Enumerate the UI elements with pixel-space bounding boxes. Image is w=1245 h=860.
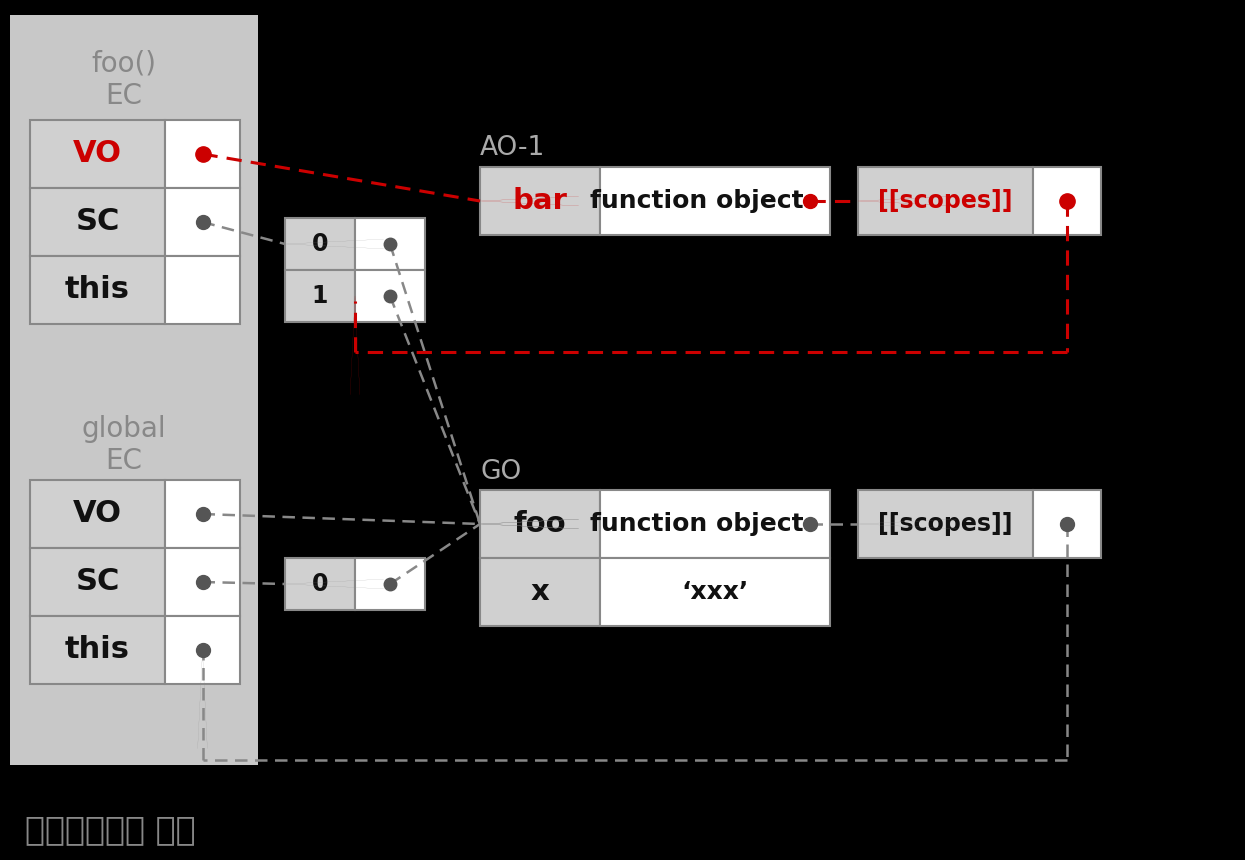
FancyBboxPatch shape — [1033, 167, 1101, 235]
FancyBboxPatch shape — [166, 256, 240, 324]
Text: 1: 1 — [311, 284, 329, 308]
Text: AO-1: AO-1 — [481, 135, 545, 161]
Text: [[scopes]]: [[scopes]] — [878, 189, 1012, 213]
Text: ‘xxx’: ‘xxx’ — [681, 580, 748, 604]
FancyBboxPatch shape — [600, 558, 830, 626]
FancyBboxPatch shape — [858, 167, 1033, 235]
Text: VO: VO — [73, 500, 122, 529]
Text: 0: 0 — [311, 572, 329, 596]
Text: this: this — [65, 275, 129, 304]
FancyBboxPatch shape — [166, 188, 240, 256]
FancyBboxPatch shape — [30, 120, 166, 188]
FancyBboxPatch shape — [166, 616, 240, 684]
FancyBboxPatch shape — [166, 548, 240, 616]
FancyBboxPatch shape — [166, 120, 240, 188]
Text: 0: 0 — [311, 232, 329, 256]
Text: bar: bar — [513, 187, 568, 215]
Text: SC: SC — [75, 207, 120, 237]
FancyBboxPatch shape — [600, 167, 830, 235]
FancyBboxPatch shape — [355, 218, 425, 270]
Text: function object: function object — [590, 512, 804, 536]
FancyBboxPatch shape — [600, 490, 830, 558]
Text: GO: GO — [481, 459, 522, 485]
Text: global
EC: global EC — [82, 415, 167, 476]
FancyBboxPatch shape — [355, 270, 425, 322]
FancyBboxPatch shape — [30, 188, 166, 256]
FancyBboxPatch shape — [1033, 490, 1101, 558]
FancyBboxPatch shape — [166, 480, 240, 548]
Text: foo()
EC: foo() EC — [91, 50, 157, 110]
FancyBboxPatch shape — [481, 558, 600, 626]
FancyBboxPatch shape — [481, 167, 600, 235]
Text: SC: SC — [75, 568, 120, 597]
Text: foo: foo — [514, 510, 566, 538]
FancyBboxPatch shape — [30, 616, 166, 684]
FancyBboxPatch shape — [30, 256, 166, 324]
Text: 실행콘텍스트 스택: 실행콘텍스트 스택 — [25, 814, 195, 846]
FancyBboxPatch shape — [30, 480, 166, 548]
FancyBboxPatch shape — [481, 490, 600, 558]
FancyBboxPatch shape — [285, 558, 355, 610]
FancyBboxPatch shape — [285, 270, 355, 322]
FancyBboxPatch shape — [10, 15, 258, 765]
FancyBboxPatch shape — [30, 548, 166, 616]
Text: VO: VO — [73, 139, 122, 169]
Text: x: x — [530, 578, 549, 606]
Text: this: this — [65, 636, 129, 665]
FancyBboxPatch shape — [858, 490, 1033, 558]
FancyBboxPatch shape — [355, 558, 425, 610]
FancyBboxPatch shape — [285, 218, 355, 270]
Text: [[scopes]]: [[scopes]] — [878, 512, 1012, 536]
Text: function object: function object — [590, 189, 804, 213]
